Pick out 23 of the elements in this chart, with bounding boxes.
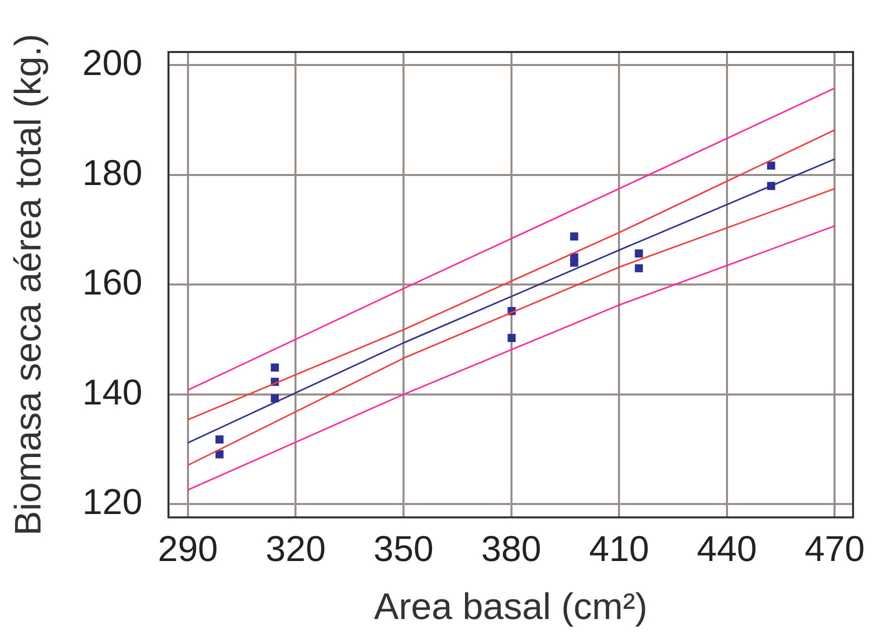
x-tick-label: 470: [804, 528, 865, 569]
point: [767, 162, 776, 170]
y-tick-label: 200: [82, 42, 142, 84]
x-tick-label: 320: [266, 528, 326, 569]
x-tick-label: 380: [481, 528, 542, 569]
y-tick-label: 140: [82, 371, 142, 412]
x-tick-label: 350: [373, 528, 434, 569]
x-tick-label: 440: [696, 528, 757, 569]
y-tick-label: 180: [82, 152, 142, 193]
y-tick-label: 120: [82, 481, 142, 522]
x-axis-title: Area basal (cm²): [374, 586, 648, 628]
point: [634, 249, 643, 258]
point: [634, 264, 643, 272]
point: [270, 364, 279, 372]
point: [508, 334, 516, 342]
y-axis-title: Biomasa seca aérea total (kg.): [7, 34, 48, 536]
y-tick-label: 160: [82, 262, 142, 303]
point: [215, 435, 224, 444]
x-tick-label: 410: [589, 528, 650, 569]
point: [215, 450, 224, 458]
x-tick-label: 290: [158, 528, 218, 569]
point: [570, 232, 578, 240]
point: [570, 258, 578, 267]
